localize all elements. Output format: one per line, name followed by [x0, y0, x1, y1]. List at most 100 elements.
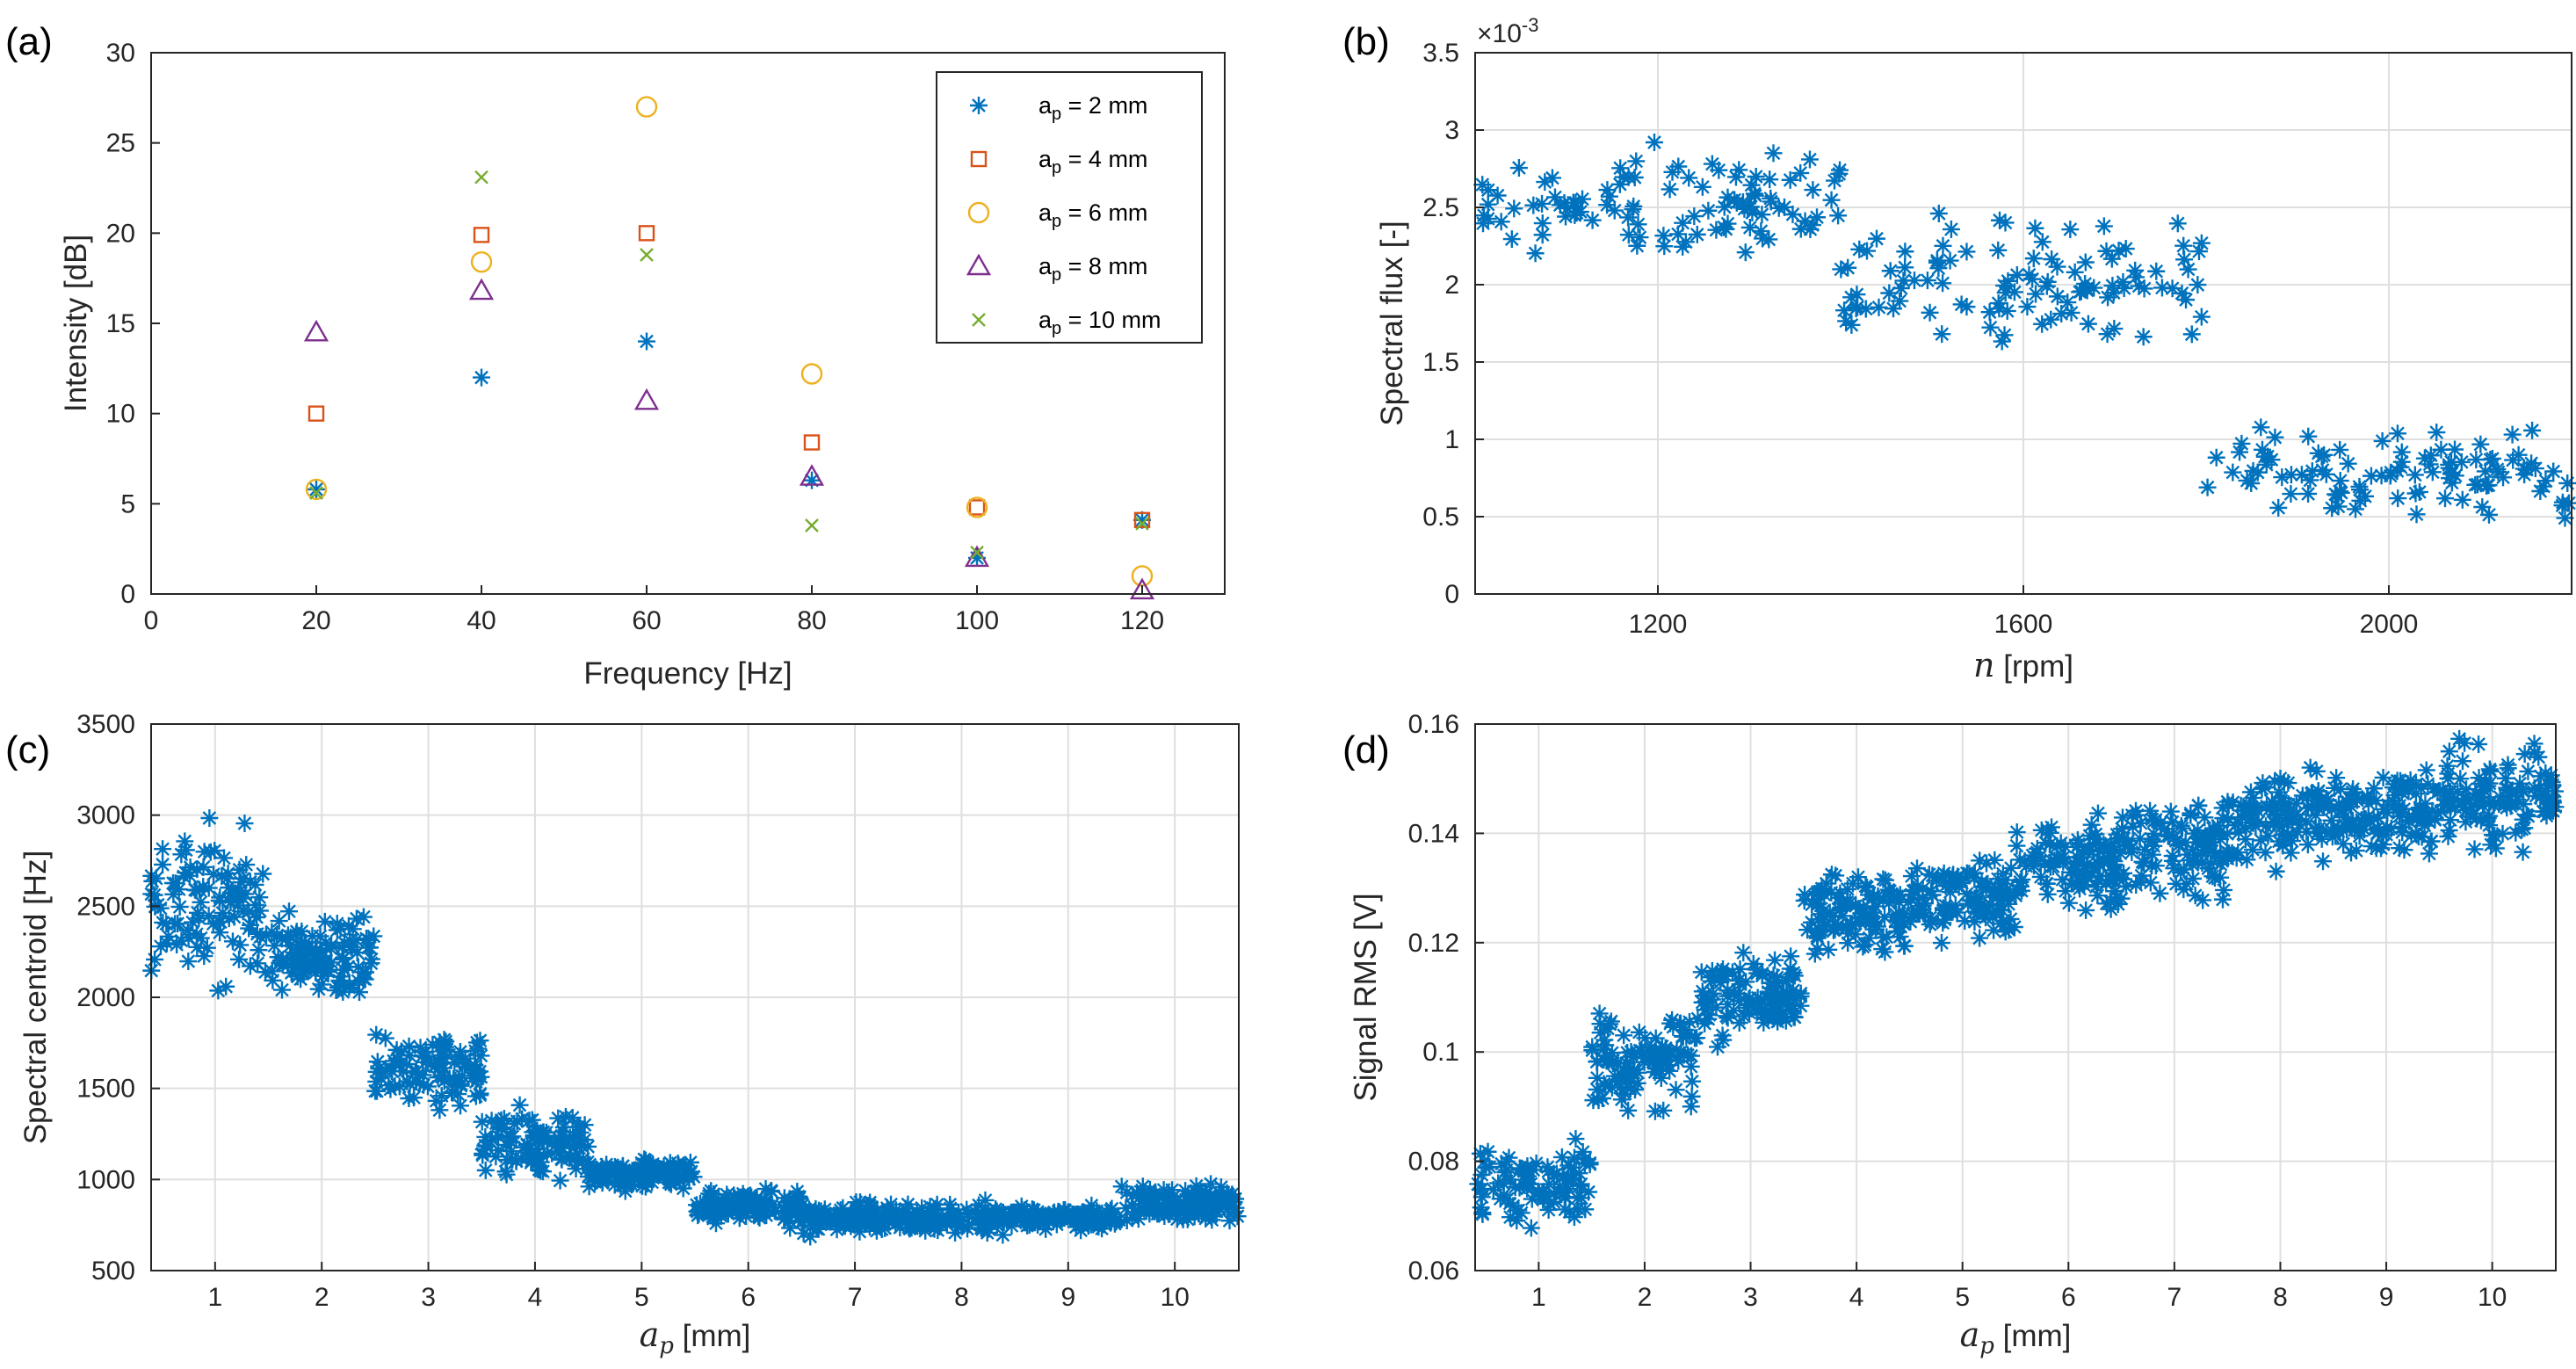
legend-sub: p — [1052, 319, 1061, 338]
cluster-6-point — [2025, 857, 2044, 875]
cluster-1-point — [1719, 214, 1737, 233]
cluster-5-point — [1971, 929, 1989, 947]
cluster-2-point — [1989, 241, 2008, 259]
cluster-1-point — [147, 869, 165, 887]
cluster-3-point — [467, 1033, 486, 1052]
panel-c-y-axis-label: Spectral centroid [Hz] — [18, 851, 53, 1145]
cluster-3-point — [1769, 974, 1787, 993]
cluster-10-point — [2499, 756, 2517, 774]
cluster-1-point — [1730, 161, 1748, 179]
legend-main: a — [1038, 146, 1053, 172]
cluster-9-point — [2422, 832, 2441, 851]
cluster-9-point — [2417, 761, 2435, 779]
legend-main: a — [1038, 199, 1053, 226]
legend-marker — [970, 150, 988, 168]
panel-d-x-ticks: 1 2 3 4 5 6 7 8 9 10 — [1531, 1262, 2507, 1312]
cluster-2-point — [1842, 288, 1861, 307]
legend-rest: = 4 mm — [1061, 146, 1147, 172]
cluster-8-point — [2314, 852, 2333, 871]
cluster-2-point — [2043, 250, 2061, 269]
x-label-var: a — [1960, 1315, 1980, 1354]
cluster-1-point — [214, 849, 233, 867]
cluster-4-point — [1805, 945, 1824, 963]
cluster-1-point — [254, 865, 272, 883]
series-5-point — [474, 170, 488, 185]
cluster-3-point — [1787, 989, 1805, 1007]
cluster-8-point — [908, 1202, 926, 1221]
cluster-3-point — [2406, 484, 2425, 503]
cluster-1-point — [169, 915, 187, 933]
cluster-7-point — [2203, 867, 2222, 886]
cluster-1-point — [1473, 1204, 1492, 1222]
cluster-10-point — [2486, 839, 2505, 858]
cluster-3-point — [2266, 428, 2284, 446]
cluster-4-point — [1895, 937, 1914, 955]
x-label-sub: p — [659, 1333, 674, 1359]
cluster-3-point — [2327, 486, 2346, 504]
cluster-9-point — [2385, 775, 2404, 793]
panel-d-signal-rms-vs-ap: (d) 1 2 3 4 5 6 7 8 9 10 0.060.080.10.120.140.16 … — [1342, 710, 2565, 1359]
cluster-1-point — [1631, 228, 1649, 247]
cluster-2-point — [2079, 315, 2097, 333]
cluster-6-point — [2007, 887, 2025, 905]
x-tick-label: 3 — [1743, 1283, 1758, 1312]
cluster-1-point — [1680, 169, 1698, 187]
cluster-4-point — [1831, 895, 1849, 913]
cluster-1-point — [1742, 176, 1761, 194]
cluster-4-point — [1850, 913, 1869, 931]
cluster-2-point — [1856, 300, 1875, 318]
cluster-10-point — [2465, 840, 2484, 858]
cluster-2-point — [2026, 219, 2044, 237]
cluster-9-point — [2393, 823, 2412, 842]
cluster-1-point — [217, 977, 235, 996]
legend-entry-label: ap = 6 mm — [1038, 199, 1147, 231]
cluster-3-point — [387, 1040, 406, 1059]
cluster-2-point — [1593, 1090, 1611, 1108]
cluster-8-point — [959, 1205, 977, 1223]
series-3-point — [966, 496, 988, 518]
cluster-6-point — [2059, 894, 2078, 912]
cluster-1-point — [1560, 1203, 1579, 1221]
cluster-4-point — [547, 1135, 566, 1154]
cluster-4-point — [1824, 921, 1842, 939]
cluster-4-point — [492, 1111, 510, 1129]
cluster-10-point — [2470, 735, 2488, 753]
cluster-2-point — [2097, 242, 2116, 260]
cluster-1-point — [199, 907, 218, 925]
cluster-2-point — [362, 950, 380, 968]
cluster-10-point — [2440, 742, 2458, 761]
cluster-2-point — [1896, 258, 1914, 277]
cluster-3-point — [2479, 476, 2498, 495]
cluster-2-point — [1595, 1075, 1613, 1093]
cluster-10-point — [2442, 783, 2460, 801]
cluster-5-point — [2005, 917, 2023, 936]
cluster-3-point — [2544, 462, 2563, 481]
cluster-4-point — [570, 1118, 589, 1136]
series-2-point — [638, 225, 655, 242]
cluster-3-point — [2421, 446, 2440, 465]
y-tick-label: 0.12 — [1408, 929, 1459, 958]
cluster-1-point — [1829, 206, 1848, 225]
cluster-1-point — [1611, 159, 1630, 177]
cluster-1-point — [1627, 152, 1646, 170]
cluster-4-point — [1809, 910, 1827, 929]
cluster-7-point — [2189, 796, 2208, 815]
x-tick-label: 1600 — [1994, 610, 2053, 639]
cluster-9-point — [2367, 839, 2385, 858]
cluster-2-point — [1885, 300, 1903, 318]
cluster-7-point — [2202, 855, 2220, 873]
cluster-2-point — [1881, 262, 1899, 280]
cluster-3-point — [409, 1065, 428, 1083]
cluster-1-point — [1493, 1155, 1511, 1173]
cluster-2-point — [1934, 274, 1952, 293]
cluster-2-point — [2182, 325, 2201, 344]
panel-c-x-ticks: 1 2 3 4 5 6 7 8 9 10 — [207, 1262, 1190, 1312]
legend-entry-label: ap = 2 mm — [1038, 92, 1147, 124]
cluster-7-point — [2123, 843, 2141, 861]
x-tick-label: 5 — [1955, 1283, 1970, 1312]
x-tick-label: 80 — [797, 606, 826, 635]
cluster-4-point — [510, 1096, 529, 1114]
cluster-3-point — [2481, 451, 2500, 469]
legend-main: a — [1038, 92, 1053, 119]
cluster-3-point — [2331, 472, 2349, 490]
